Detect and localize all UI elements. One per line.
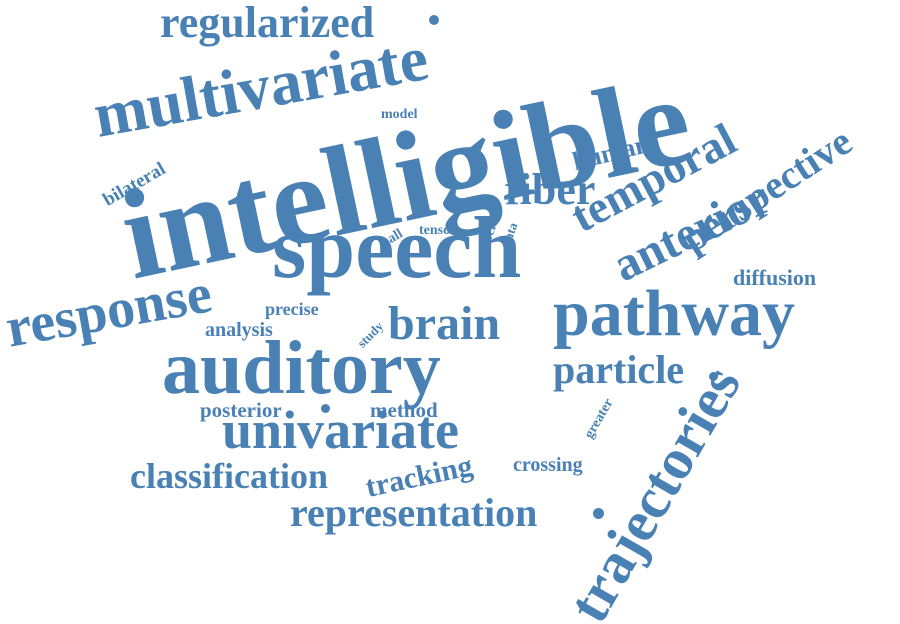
word-trajectories: trajectories bbox=[555, 354, 754, 624]
word-posterior: posterior bbox=[200, 398, 282, 422]
word-crossing: crossing bbox=[513, 454, 583, 476]
word-greater: greater bbox=[581, 396, 617, 442]
word-tensor: tensor bbox=[419, 223, 457, 238]
word-particle: particle bbox=[553, 347, 685, 392]
word-model: model bbox=[381, 107, 418, 122]
word-classification: classification bbox=[130, 456, 328, 496]
word-auditory: auditory bbox=[162, 326, 441, 410]
word-diffusion: diffusion bbox=[733, 265, 817, 290]
dot-marker bbox=[492, 202, 501, 211]
dot-marker bbox=[709, 372, 718, 381]
word-fiber: fiber bbox=[505, 165, 596, 214]
word-method: method bbox=[370, 398, 438, 422]
word-brain: brain bbox=[388, 297, 501, 350]
word-speech: speech bbox=[272, 200, 522, 297]
word-pathway: pathway bbox=[553, 277, 796, 350]
word-analysis: analysis bbox=[205, 319, 273, 341]
word-representation: representation bbox=[290, 490, 538, 535]
word-univariate: univariate bbox=[222, 400, 459, 460]
dot-marker bbox=[429, 15, 439, 25]
dot-marker bbox=[593, 508, 604, 519]
dot-marker bbox=[321, 404, 330, 413]
word-regularized: regularized bbox=[160, 0, 375, 47]
word-precise: precise bbox=[265, 299, 319, 319]
